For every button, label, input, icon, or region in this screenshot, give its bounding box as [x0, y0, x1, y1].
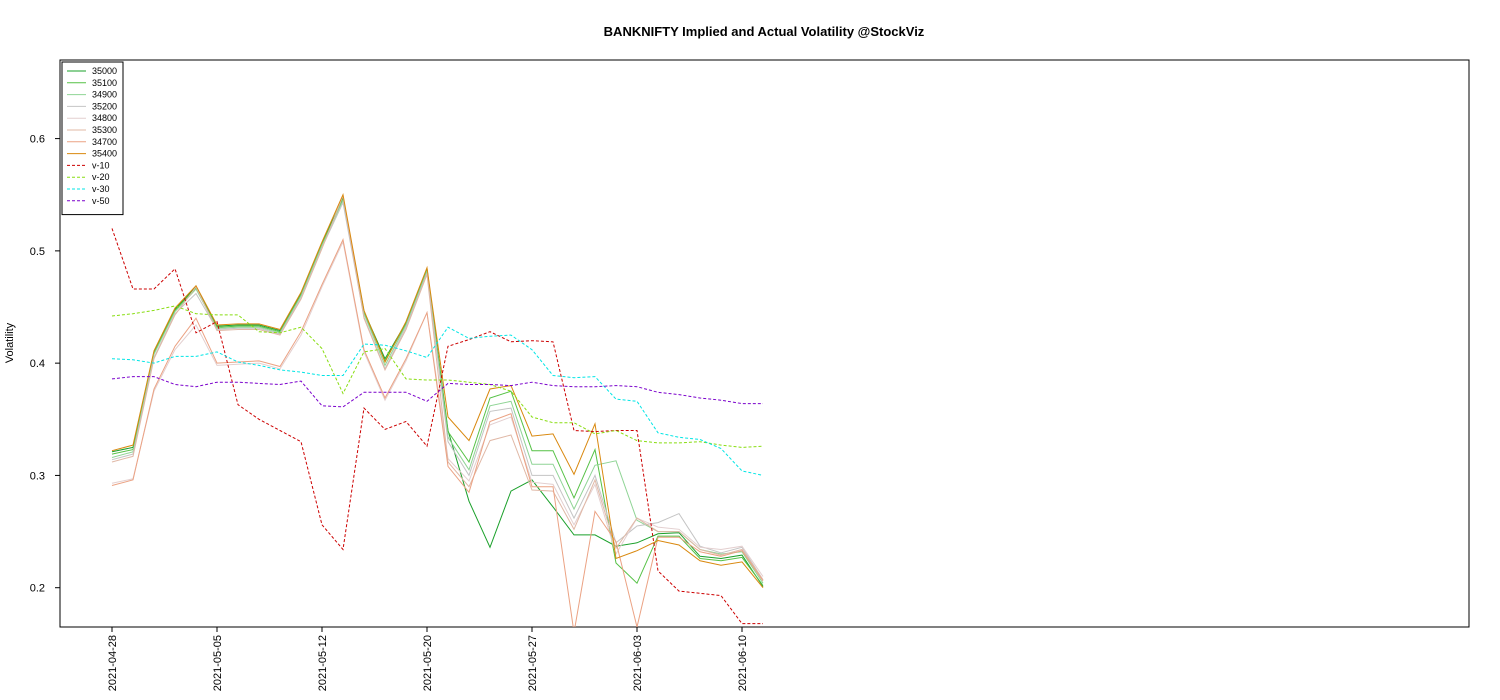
legend-label-35400: 35400 — [92, 149, 117, 159]
legend-label-34800: 34800 — [92, 113, 117, 123]
y-tick-label: 0.3 — [30, 470, 45, 482]
legend-label-35200: 35200 — [92, 101, 117, 111]
legend-label-35300: 35300 — [92, 125, 117, 135]
y-tick-label: 0.4 — [30, 358, 45, 370]
legend-label-34900: 34900 — [92, 90, 117, 100]
legend-label-34700: 34700 — [92, 137, 117, 147]
series-line-34700 — [111, 237, 764, 627]
series-line-v-50 — [111, 376, 763, 408]
x-tick-label: 2021-04-28 — [107, 635, 119, 691]
legend-label-35000: 35000 — [92, 66, 117, 76]
series-line-v-20 — [111, 305, 764, 448]
x-tick-label: 2021-06-10 — [737, 635, 749, 691]
x-tick-label: 2021-05-20 — [422, 635, 434, 691]
y-tick-label: 0.5 — [30, 246, 45, 258]
y-axis-label: Volatility — [4, 322, 16, 363]
y-tick-label: 0.2 — [30, 583, 45, 595]
series-line-v-30 — [111, 326, 764, 476]
legend-label-35100: 35100 — [92, 78, 117, 88]
legend-label-v-20: v-20 — [92, 172, 110, 182]
x-tick-label: 2021-05-27 — [527, 635, 539, 691]
chart-title: BANKNIFTY Implied and Actual Volatility … — [604, 24, 925, 39]
legend-label-v-30: v-30 — [92, 184, 110, 194]
plot-frame — [59, 59, 1470, 628]
series-line-v-10 — [111, 228, 763, 625]
legend-label-v-10: v-10 — [92, 160, 110, 170]
y-axis: 0.2 0.3 0.4 0.5 0.6 — [30, 134, 60, 595]
y-tick-label: 0.6 — [30, 134, 45, 146]
x-tick-label: 2021-06-03 — [632, 635, 644, 691]
series-layer — [111, 193, 764, 627]
x-tick-label: 2021-05-05 — [212, 635, 224, 691]
series-line-35200 — [111, 200, 764, 581]
legend-label-v-50: v-50 — [92, 196, 110, 206]
series-line-35300 — [111, 194, 764, 581]
x-tick-label: 2021-05-12 — [317, 635, 329, 691]
x-axis: 2021-04-28 2021-05-05 2021-05-12 2021-05-20… — [107, 627, 749, 691]
series-line-34800 — [111, 240, 764, 577]
